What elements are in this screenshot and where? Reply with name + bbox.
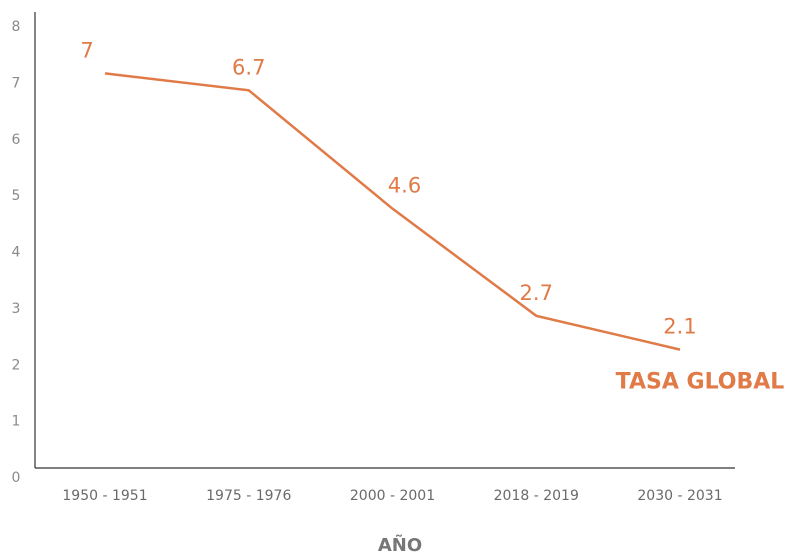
y-tick-label: 5	[12, 188, 21, 204]
legend-label: TASA GLOBAL	[616, 370, 785, 395]
data-label: 6.7	[232, 55, 265, 79]
x-tick-label: 1950 - 1951	[62, 488, 147, 504]
data-label: 7	[80, 38, 93, 62]
data-label: 4.6	[388, 174, 421, 198]
data-label: 2.7	[520, 281, 553, 305]
y-tick-label: 2	[12, 357, 21, 373]
y-tick-label: 6	[12, 132, 21, 148]
x-tick-label: 2000 - 2001	[350, 488, 435, 504]
x-tick-label: 2030 - 2031	[637, 488, 722, 504]
y-tick-label: 0	[12, 470, 21, 486]
y-tick-label: 4	[12, 245, 21, 261]
x-tick-label: 2018 - 2019	[494, 488, 579, 504]
y-tick-label: 8	[12, 19, 21, 35]
line	[104, 72, 681, 351]
data-label: 2.1	[663, 315, 696, 339]
y-tick-label: 1	[12, 414, 21, 430]
x-tick-label: 1975 - 1976	[206, 488, 291, 504]
y-tick-label: 3	[12, 301, 21, 317]
y-tick-label: 7	[12, 75, 21, 91]
x-axis-title: AÑO	[378, 533, 422, 556]
